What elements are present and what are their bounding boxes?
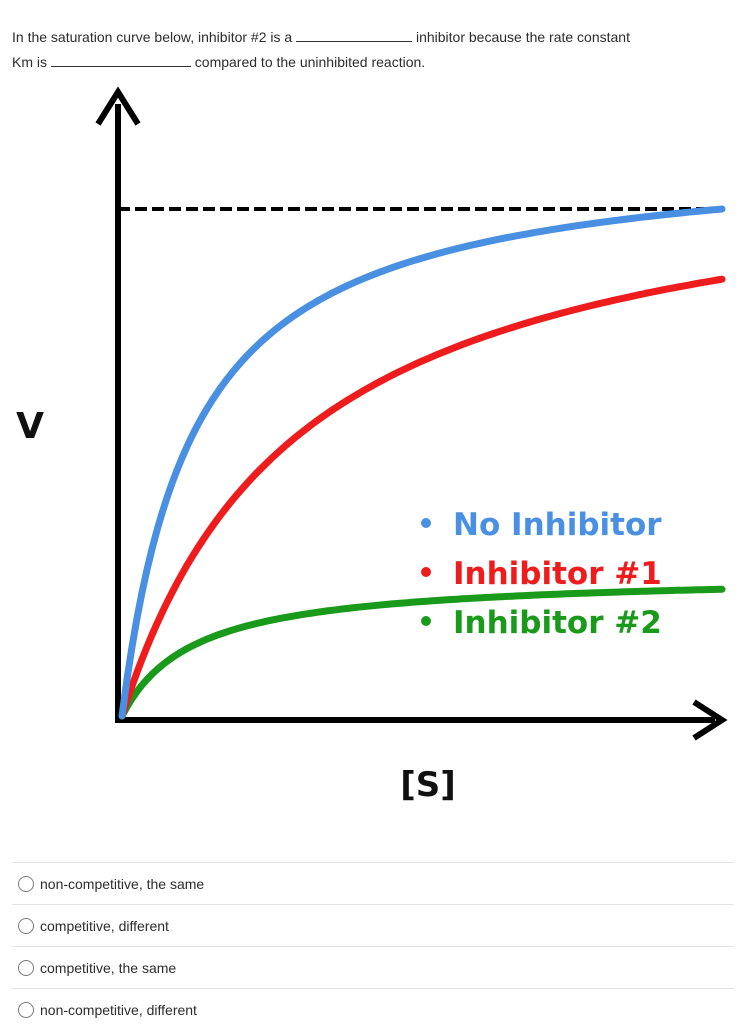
curve-inhibitor-1 [118,275,726,720]
question-part-3: Km is [12,54,51,70]
legend-bullet-icon [421,518,431,528]
radio-button-icon[interactable] [18,917,34,934]
answer-options: non-competitive, the same competitive, d… [12,862,734,1024]
x-axis-label: [S] [400,765,456,805]
radio-button-icon[interactable] [18,875,34,892]
x-axis-arrow [692,699,728,741]
legend-bullet-icon [421,616,431,626]
option-label: non-competitive, different [40,1001,197,1018]
option-label: non-competitive, the same [40,875,205,892]
legend: No Inhibitor Inhibitor #1 Inhibitor #2 [421,507,662,641]
y-axis-label: V [16,406,44,447]
legend-label: Inhibitor #1 [453,556,662,592]
y-axis-arrow [95,86,141,126]
radio-button-icon[interactable] [18,959,34,976]
curves-group [118,205,726,720]
option-4[interactable]: non-competitive, different [12,988,734,1024]
question-part-4: compared to the uninhibited reaction. [190,54,426,70]
saturation-curve-chart: V [S] No Inhibitor Inhibitor #1 Inhibitor … [16,86,728,805]
option-1[interactable]: non-competitive, the same [12,862,734,904]
blank-1 [296,27,413,42]
question-text: In the saturation curve below, inhibitor… [12,25,734,75]
radio-button-icon[interactable] [18,1001,34,1018]
question-part-2: inhibitor because the rate constant [412,29,630,45]
curve-inhibitor-2 [118,585,726,720]
question-part-1: In the saturation curve below, inhibitor… [12,29,297,45]
option-label: competitive, the same [40,959,177,976]
option-3[interactable]: competitive, the same [12,946,734,988]
blank-2 [50,52,191,67]
legend-label: No Inhibitor [453,507,662,543]
curve-no-inhibitor [118,205,726,720]
legend-label: Inhibitor #2 [453,605,662,641]
option-2[interactable]: competitive, different [12,904,734,946]
legend-bullet-icon [421,567,431,577]
option-label: competitive, different [40,917,169,934]
